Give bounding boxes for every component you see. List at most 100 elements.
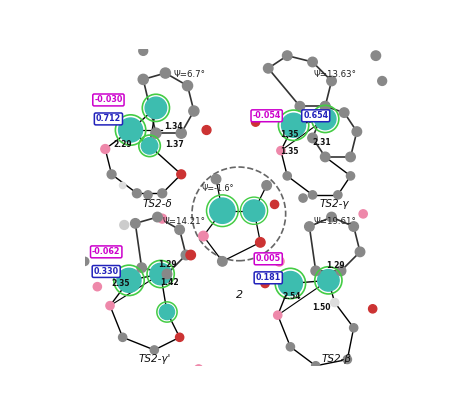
Circle shape xyxy=(119,182,126,189)
Circle shape xyxy=(158,189,167,198)
Text: 0.330: 0.330 xyxy=(94,267,119,276)
Circle shape xyxy=(264,64,273,73)
Text: 1.29: 1.29 xyxy=(158,260,177,269)
Circle shape xyxy=(175,225,184,234)
Circle shape xyxy=(101,145,109,153)
Circle shape xyxy=(153,212,162,222)
Circle shape xyxy=(305,222,314,231)
Text: Ψ=19.61°: Ψ=19.61° xyxy=(313,217,356,226)
Circle shape xyxy=(150,346,158,354)
Circle shape xyxy=(139,46,148,55)
Circle shape xyxy=(311,266,320,276)
Circle shape xyxy=(210,198,235,224)
Text: TS2-γ': TS2-γ' xyxy=(138,354,171,364)
Circle shape xyxy=(320,152,330,162)
Text: -0.054: -0.054 xyxy=(253,111,281,120)
Circle shape xyxy=(378,76,387,85)
Circle shape xyxy=(277,33,285,40)
Circle shape xyxy=(138,74,148,84)
Circle shape xyxy=(150,371,158,379)
Circle shape xyxy=(93,282,101,291)
Circle shape xyxy=(318,270,339,291)
Text: 1.34: 1.34 xyxy=(164,122,182,132)
Text: 0.712: 0.712 xyxy=(96,114,121,123)
Circle shape xyxy=(106,302,114,310)
Circle shape xyxy=(350,324,358,332)
Circle shape xyxy=(118,333,127,342)
Circle shape xyxy=(118,118,143,142)
Circle shape xyxy=(137,263,146,272)
Circle shape xyxy=(151,128,161,138)
Text: 2.29: 2.29 xyxy=(113,140,132,149)
Text: 1.50: 1.50 xyxy=(312,303,330,312)
Circle shape xyxy=(282,113,306,137)
Circle shape xyxy=(309,191,317,199)
Circle shape xyxy=(176,128,186,138)
Circle shape xyxy=(273,311,282,319)
Circle shape xyxy=(186,250,195,260)
Text: Ψ=14.21°: Ψ=14.21° xyxy=(163,217,206,226)
Circle shape xyxy=(371,51,381,60)
Circle shape xyxy=(299,194,307,202)
Text: -0.062: -0.062 xyxy=(92,247,120,256)
Circle shape xyxy=(189,106,199,116)
Circle shape xyxy=(141,138,158,154)
Circle shape xyxy=(311,362,320,370)
Text: 0.005: 0.005 xyxy=(255,254,281,263)
Circle shape xyxy=(145,97,167,119)
Circle shape xyxy=(202,126,211,134)
Text: 1.35: 1.35 xyxy=(280,147,299,156)
Circle shape xyxy=(150,263,172,285)
Text: 1.42: 1.42 xyxy=(160,278,179,287)
Circle shape xyxy=(330,298,339,307)
Circle shape xyxy=(107,170,116,179)
Circle shape xyxy=(130,219,140,228)
Circle shape xyxy=(278,272,302,296)
Circle shape xyxy=(320,102,330,111)
Circle shape xyxy=(277,146,285,155)
Circle shape xyxy=(160,68,171,78)
Circle shape xyxy=(218,256,227,266)
Circle shape xyxy=(182,81,192,91)
Circle shape xyxy=(327,76,336,86)
Text: 0.181: 0.181 xyxy=(255,273,281,282)
Text: Ψ=-1.6°: Ψ=-1.6° xyxy=(201,184,234,193)
Circle shape xyxy=(211,174,221,184)
Circle shape xyxy=(356,247,365,256)
Circle shape xyxy=(308,133,317,143)
Circle shape xyxy=(349,222,358,231)
Circle shape xyxy=(262,181,272,190)
Text: 2.31: 2.31 xyxy=(312,138,330,147)
Circle shape xyxy=(320,102,330,111)
Circle shape xyxy=(81,257,89,266)
Circle shape xyxy=(271,200,279,208)
Text: TS2-δ: TS2-δ xyxy=(143,199,173,209)
Circle shape xyxy=(252,118,260,126)
Text: TS2-γ: TS2-γ xyxy=(320,199,349,209)
Circle shape xyxy=(336,266,346,276)
Text: 0.654: 0.654 xyxy=(303,111,328,120)
Circle shape xyxy=(283,172,292,180)
Text: 2.54: 2.54 xyxy=(283,292,301,301)
Circle shape xyxy=(369,305,377,313)
Text: Ψ=13.63°: Ψ=13.63° xyxy=(313,70,356,79)
Circle shape xyxy=(243,200,265,222)
Text: 1.37: 1.37 xyxy=(165,140,184,149)
Circle shape xyxy=(359,210,367,218)
Circle shape xyxy=(255,238,265,247)
Circle shape xyxy=(362,374,371,383)
Circle shape xyxy=(346,172,355,180)
Circle shape xyxy=(177,170,186,179)
Text: 2: 2 xyxy=(236,290,243,300)
Text: -0.030: -0.030 xyxy=(94,95,123,104)
Circle shape xyxy=(274,256,284,266)
Circle shape xyxy=(295,102,305,111)
Circle shape xyxy=(120,221,128,229)
Circle shape xyxy=(181,250,191,260)
Circle shape xyxy=(352,127,362,136)
Circle shape xyxy=(314,108,336,130)
Text: 1.29: 1.29 xyxy=(326,261,345,270)
Text: TS2-β: TS2-β xyxy=(321,354,351,364)
Text: 1.35: 1.35 xyxy=(280,130,299,139)
Circle shape xyxy=(159,305,174,320)
